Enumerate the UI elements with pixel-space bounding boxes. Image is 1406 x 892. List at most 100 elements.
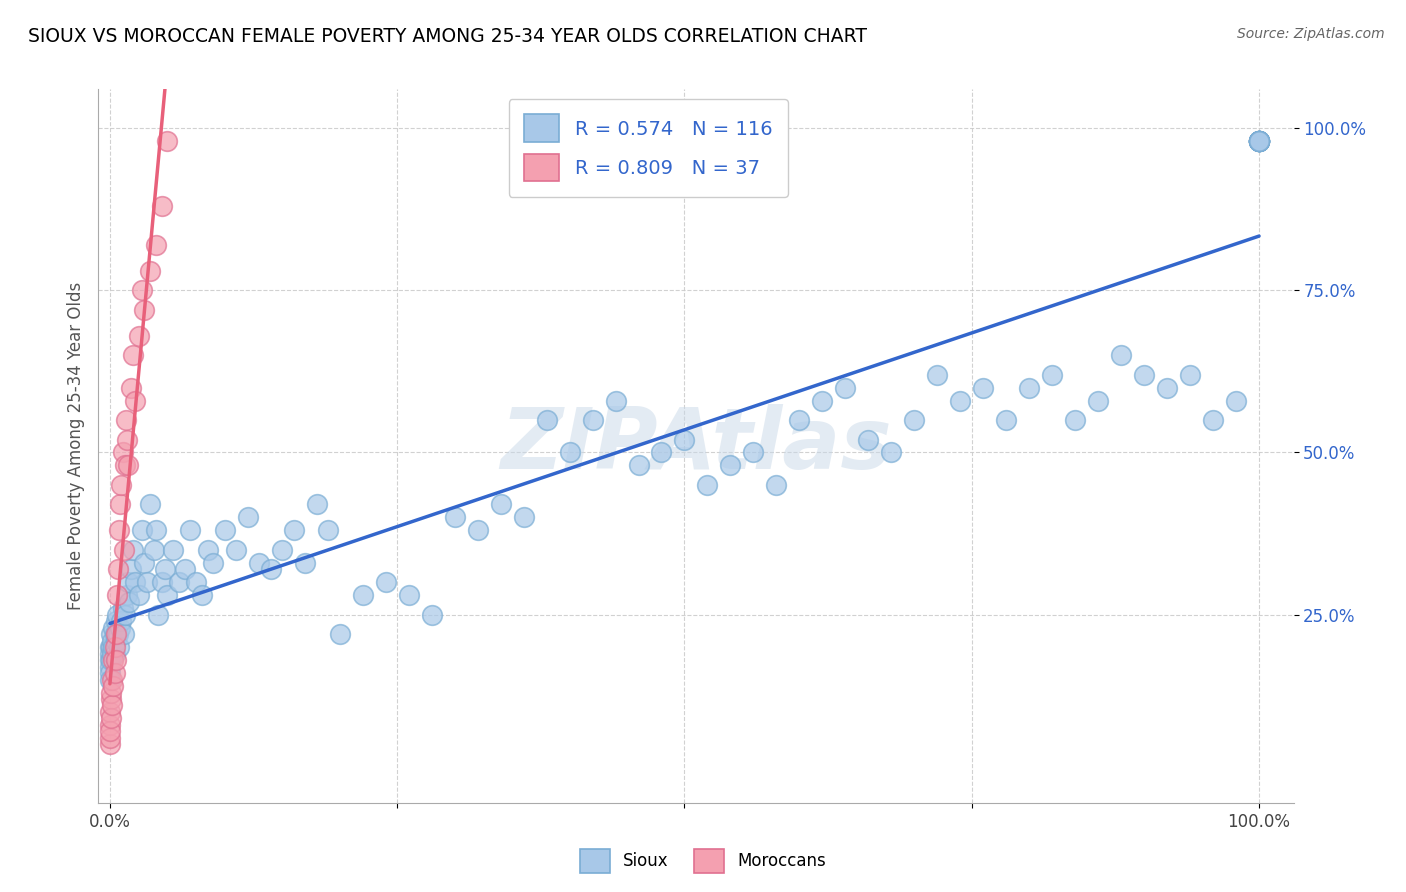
Point xyxy=(145,238,167,252)
Point xyxy=(115,433,138,447)
Point xyxy=(558,445,581,459)
Point xyxy=(225,542,247,557)
Point xyxy=(1247,134,1270,148)
Point xyxy=(135,575,157,590)
Point xyxy=(120,381,142,395)
Point xyxy=(627,458,650,473)
Y-axis label: Female Poverty Among 25-34 Year Olds: Female Poverty Among 25-34 Year Olds xyxy=(66,282,84,610)
Point xyxy=(1247,134,1270,148)
Point xyxy=(903,413,925,427)
Point xyxy=(247,556,270,570)
Point xyxy=(150,575,173,590)
Point xyxy=(352,588,374,602)
Point xyxy=(108,640,131,654)
Text: ZIPAtlas: ZIPAtlas xyxy=(501,404,891,488)
Point xyxy=(420,607,443,622)
Point xyxy=(139,497,162,511)
Point xyxy=(145,524,167,538)
Point xyxy=(101,673,124,687)
Point xyxy=(103,647,125,661)
Point xyxy=(1247,134,1270,148)
Point xyxy=(467,524,489,538)
Point xyxy=(329,627,352,641)
Point xyxy=(184,575,207,590)
Point xyxy=(111,601,134,615)
Point xyxy=(101,698,124,713)
Point xyxy=(162,542,184,557)
Point xyxy=(214,524,236,538)
Point xyxy=(398,588,420,602)
Point xyxy=(1247,134,1270,148)
Point xyxy=(1202,413,1225,427)
Point xyxy=(283,524,305,538)
Point xyxy=(536,413,558,427)
Point xyxy=(110,621,132,635)
Point xyxy=(100,711,122,725)
Point xyxy=(316,524,339,538)
Point xyxy=(605,393,627,408)
Point xyxy=(512,510,534,524)
Point xyxy=(581,413,603,427)
Point xyxy=(1247,134,1270,148)
Point xyxy=(1133,368,1156,382)
Point xyxy=(112,627,135,641)
Point xyxy=(98,666,121,681)
Point xyxy=(1247,134,1270,148)
Point xyxy=(98,724,121,739)
Point xyxy=(103,627,125,641)
Point xyxy=(1064,413,1087,427)
Point xyxy=(179,524,201,538)
Point xyxy=(1247,134,1270,148)
Point xyxy=(789,413,811,427)
Point xyxy=(294,556,316,570)
Point xyxy=(104,627,127,641)
Point xyxy=(110,478,132,492)
Point xyxy=(1087,393,1109,408)
Point xyxy=(114,458,136,473)
Point xyxy=(443,510,465,524)
Point xyxy=(236,510,259,524)
Point xyxy=(98,731,121,745)
Point xyxy=(1040,368,1063,382)
Point xyxy=(156,134,179,148)
Point xyxy=(1247,134,1270,148)
Point xyxy=(98,673,121,687)
Text: Source: ZipAtlas.com: Source: ZipAtlas.com xyxy=(1237,27,1385,41)
Point xyxy=(260,562,283,576)
Point xyxy=(108,524,131,538)
Point xyxy=(100,627,122,641)
Point xyxy=(107,562,129,576)
Point xyxy=(101,647,124,661)
Point xyxy=(105,588,128,602)
Point xyxy=(100,653,122,667)
Point xyxy=(650,445,672,459)
Point xyxy=(142,542,165,557)
Point xyxy=(122,348,145,362)
Point xyxy=(995,413,1018,427)
Point xyxy=(128,328,150,343)
Point xyxy=(811,393,834,408)
Point xyxy=(139,264,162,278)
Point xyxy=(191,588,214,602)
Point xyxy=(305,497,328,511)
Point xyxy=(115,588,138,602)
Point xyxy=(120,562,142,576)
Point xyxy=(1247,134,1270,148)
Text: SIOUX VS MOROCCAN FEMALE POVERTY AMONG 25-34 YEAR OLDS CORRELATION CHART: SIOUX VS MOROCCAN FEMALE POVERTY AMONG 2… xyxy=(28,27,868,45)
Point xyxy=(834,381,856,395)
Point xyxy=(673,433,696,447)
Point xyxy=(1018,381,1040,395)
Point xyxy=(128,588,150,602)
Point xyxy=(110,497,132,511)
Point xyxy=(720,458,742,473)
Point xyxy=(112,542,135,557)
Point xyxy=(1109,348,1132,362)
Point xyxy=(949,393,972,408)
Point xyxy=(98,653,121,667)
Point xyxy=(148,607,170,622)
Point xyxy=(197,542,219,557)
Point xyxy=(1247,134,1270,148)
Point xyxy=(101,633,124,648)
Point xyxy=(98,705,121,719)
Point xyxy=(1247,134,1270,148)
